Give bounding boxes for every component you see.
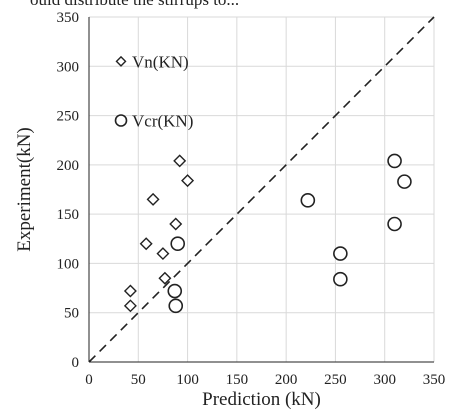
legend-marker-vn bbox=[115, 55, 127, 67]
vn-point bbox=[181, 174, 195, 188]
y-tick-label: 250 bbox=[57, 109, 80, 125]
vcr-point bbox=[170, 236, 186, 252]
vn-point bbox=[123, 284, 137, 298]
vn-point bbox=[158, 271, 172, 285]
x-tick-label: 350 bbox=[423, 372, 446, 388]
vcr-point bbox=[167, 283, 183, 299]
vcr-point bbox=[387, 153, 402, 169]
legend: Vn(KN) Vcr(KN) bbox=[114, 52, 193, 131]
x-tick-label: 50 bbox=[131, 372, 146, 388]
y-tick-label: 0 bbox=[72, 355, 80, 371]
x-tick-label: 200 bbox=[275, 372, 298, 388]
x-tick-label: 100 bbox=[176, 372, 199, 388]
x-tick-label: 300 bbox=[373, 372, 396, 388]
reference-line bbox=[88, 16, 435, 363]
vcr-point bbox=[387, 216, 402, 232]
top-cutoff-text: ould distribute the stirrups to... bbox=[30, 0, 239, 9]
legend-label-vn: Vn(KN) bbox=[132, 52, 189, 71]
x-tick-label: 0 bbox=[85, 372, 93, 388]
vcr-point bbox=[397, 174, 412, 189]
x-axis-title: Prediction (kN) bbox=[202, 389, 321, 410]
axes bbox=[88, 17, 434, 363]
x-tick-label: 250 bbox=[324, 372, 347, 388]
vcr-point bbox=[168, 298, 184, 314]
y-tick-label: 100 bbox=[57, 256, 80, 272]
legend-marker-vcr bbox=[114, 114, 128, 127]
vn-point bbox=[139, 237, 153, 251]
y-tick-label: 50 bbox=[64, 306, 79, 322]
vn-point bbox=[173, 154, 187, 168]
y-tick-label: 200 bbox=[57, 158, 80, 174]
vn-point bbox=[123, 299, 137, 313]
vn-point bbox=[146, 192, 160, 206]
y-tick-label: 350 bbox=[57, 10, 80, 26]
data-points bbox=[123, 153, 412, 314]
vcr-point bbox=[300, 193, 316, 208]
tick-labels: 0 50 100 150 200 250 300 350 0 50 100 150 200 250 300 3… bbox=[57, 10, 446, 388]
vcr-point bbox=[333, 246, 348, 261]
vcr-point bbox=[333, 271, 348, 287]
x-tick-label: 150 bbox=[226, 372, 249, 388]
vn-point bbox=[156, 247, 170, 261]
y-tick-label: 150 bbox=[57, 207, 80, 223]
reference-line-group bbox=[88, 16, 435, 363]
grid-lines bbox=[88, 16, 435, 363]
y-axis-title: Experiment(kN) bbox=[14, 127, 35, 252]
y-tick-label: 300 bbox=[57, 59, 80, 75]
vn-point bbox=[169, 217, 183, 231]
legend-label-vcr: Vcr(KN) bbox=[132, 112, 193, 131]
